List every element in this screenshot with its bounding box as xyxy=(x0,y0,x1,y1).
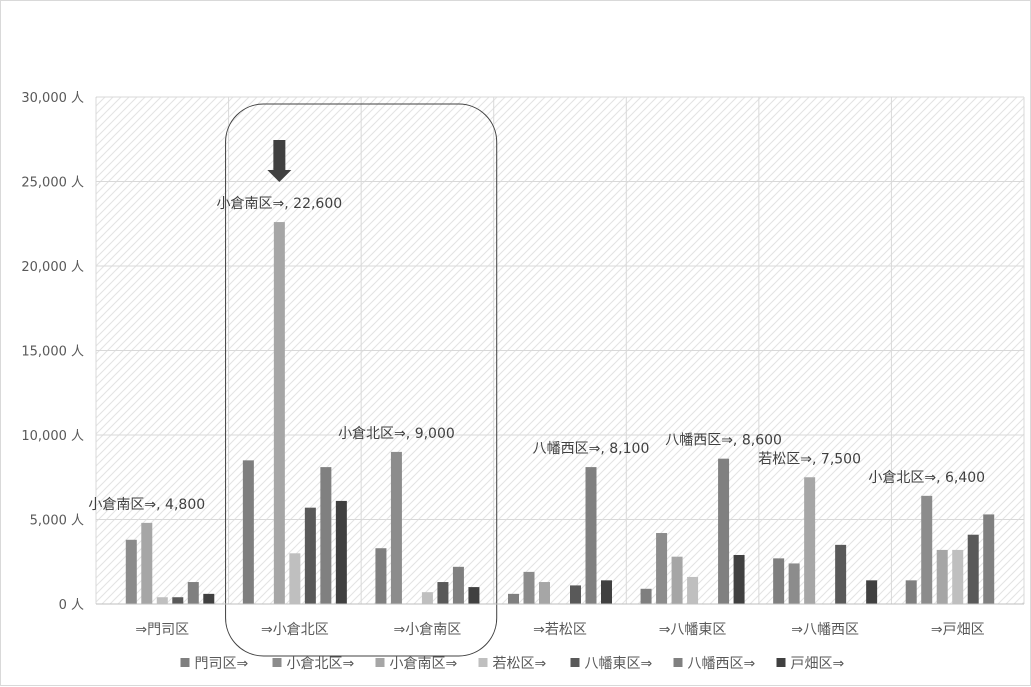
x-tick-label: ⇒若松区 xyxy=(533,622,587,638)
bar xyxy=(539,582,550,604)
bar xyxy=(390,451,402,604)
y-tick-label: 20,000 人 xyxy=(21,260,84,275)
bar xyxy=(921,495,933,604)
bar xyxy=(905,580,917,604)
legend-label: 戸畑区⇒ xyxy=(791,656,845,672)
x-tick-label: ⇒小倉南区 xyxy=(394,622,462,638)
bar xyxy=(804,477,816,604)
bar xyxy=(335,500,347,604)
data-label: 若松区⇒, 7,500 xyxy=(758,451,861,467)
bar xyxy=(320,467,332,604)
bar xyxy=(187,582,199,604)
bar xyxy=(936,549,948,604)
bar xyxy=(203,593,215,604)
y-tick-label: 0 人 xyxy=(59,598,84,613)
legend-swatch xyxy=(272,658,282,667)
bar xyxy=(656,533,668,604)
bar xyxy=(570,585,581,604)
legend-swatch xyxy=(776,658,786,667)
legend-swatch xyxy=(570,658,580,667)
legend-swatch xyxy=(478,658,488,667)
data-label: 八幡西区⇒, 8,600 xyxy=(665,433,782,449)
legend-swatch xyxy=(673,658,683,667)
data-label: 小倉北区⇒, 9,000 xyxy=(338,426,455,442)
bar xyxy=(289,553,301,604)
bar xyxy=(156,597,168,604)
bar xyxy=(687,576,699,604)
bar xyxy=(671,556,683,604)
bar xyxy=(952,549,964,604)
legend-label: 小倉南区⇒ xyxy=(390,656,458,672)
legend-swatch xyxy=(180,658,190,667)
y-tick-label: 15,000 人 xyxy=(21,345,84,360)
bar xyxy=(468,587,480,604)
bar xyxy=(452,566,464,604)
bar xyxy=(304,507,316,604)
bar xyxy=(172,597,184,604)
bar xyxy=(718,458,730,604)
y-tick-label: 25,000 人 xyxy=(21,176,84,191)
bar xyxy=(125,539,137,604)
x-tick-label: ⇒八幡西区 xyxy=(791,622,859,638)
bar xyxy=(601,580,612,604)
y-tick-label: 10,000 人 xyxy=(21,429,84,444)
legend-label: 若松区⇒ xyxy=(493,656,547,672)
bar xyxy=(983,514,995,604)
x-tick-label: ⇒門司区 xyxy=(135,622,189,638)
bar xyxy=(967,534,979,604)
data-label: 八幡西区⇒, 8,100 xyxy=(533,441,650,457)
legend-label: 八幡西区⇒ xyxy=(688,656,756,672)
legend-label: 小倉北区⇒ xyxy=(287,656,355,672)
x-tick-label: ⇒八幡東区 xyxy=(659,622,727,638)
bar xyxy=(585,467,597,604)
highlight-box xyxy=(225,103,498,657)
bar xyxy=(733,554,745,604)
bar xyxy=(640,588,652,604)
bar xyxy=(375,548,387,604)
data-label: 小倉南区⇒, 22,600 xyxy=(217,196,343,212)
y-tick-label: 30,000 人 xyxy=(21,91,84,106)
bar xyxy=(835,544,847,604)
y-tick-label: 5,000 人 xyxy=(30,514,84,529)
bar xyxy=(242,460,254,604)
bar xyxy=(523,571,535,604)
data-label: 小倉南区⇒, 4,800 xyxy=(88,497,205,513)
bar xyxy=(788,563,800,604)
bar xyxy=(273,222,285,604)
bar xyxy=(773,558,785,604)
legend-label: 八幡東区⇒ xyxy=(585,656,653,672)
down-arrow-icon xyxy=(267,140,292,182)
bar xyxy=(141,522,153,604)
bar xyxy=(437,582,449,604)
x-tick-label: ⇒小倉北区 xyxy=(261,622,329,638)
legend-label: 門司区⇒ xyxy=(195,656,249,672)
x-tick-label: ⇒戸畑区 xyxy=(931,622,985,638)
bar xyxy=(421,592,433,604)
legend-swatch xyxy=(375,658,385,667)
bar xyxy=(508,593,519,604)
data-label: 小倉北区⇒, 6,400 xyxy=(868,470,985,486)
bar xyxy=(866,580,878,604)
